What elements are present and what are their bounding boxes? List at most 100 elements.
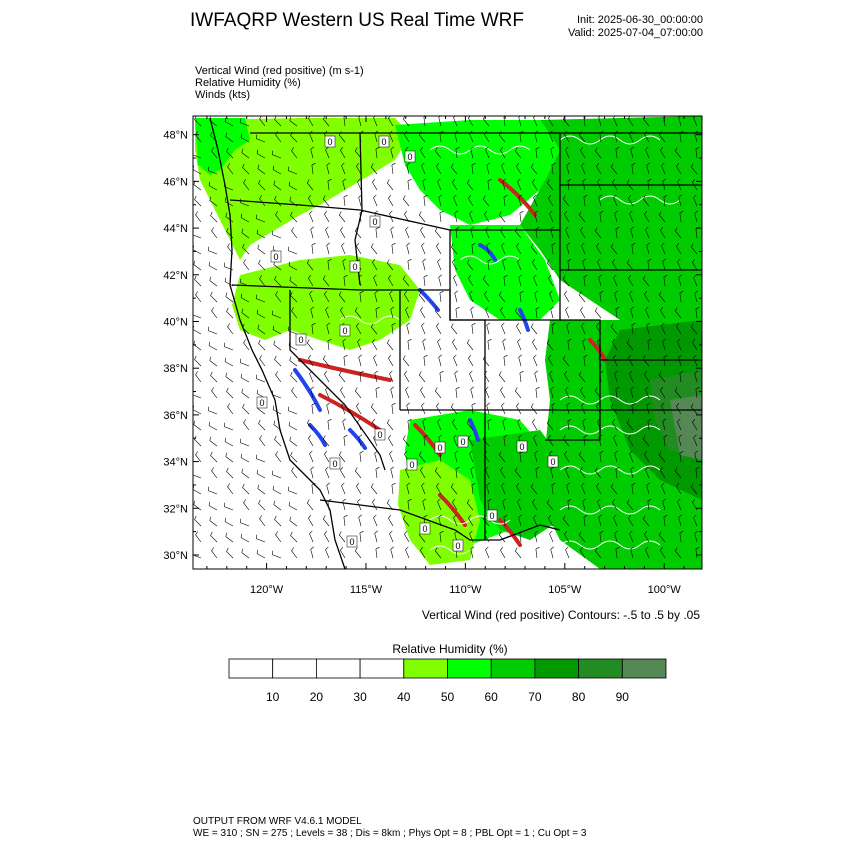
washington-oregon-border bbox=[229, 199, 361, 211]
wind-barb bbox=[227, 483, 234, 495]
wind-barb bbox=[226, 467, 234, 479]
lon-tick-label: 110°W bbox=[449, 584, 482, 596]
wind-barb bbox=[644, 130, 650, 143]
wind-barb bbox=[613, 116, 618, 127]
wind-barb bbox=[694, 210, 699, 223]
wind-barb bbox=[583, 434, 588, 447]
contour-line bbox=[559, 465, 661, 475]
wind-barb bbox=[308, 354, 314, 367]
wind-barb bbox=[340, 466, 346, 479]
wind-barb bbox=[375, 546, 380, 559]
contour-info: Vertical Wind (red positive) Contours: -… bbox=[421, 608, 700, 622]
wind-barb bbox=[227, 243, 234, 255]
wind-barb bbox=[309, 130, 314, 143]
wind-barb bbox=[455, 306, 460, 319]
wind-barb bbox=[420, 386, 426, 399]
zero-contour-label: 0 bbox=[349, 537, 354, 547]
wind-barb bbox=[693, 354, 698, 367]
wind-barb bbox=[195, 531, 202, 543]
wind-barb bbox=[514, 547, 522, 559]
wind-barb bbox=[661, 402, 666, 415]
downdraft-streak bbox=[348, 428, 367, 450]
wind-barb bbox=[405, 386, 410, 399]
wind-barb bbox=[678, 116, 682, 127]
wind-barb bbox=[535, 146, 540, 159]
wind-barb bbox=[390, 386, 395, 399]
updraft-streak bbox=[588, 338, 607, 362]
wind-barb bbox=[678, 514, 683, 527]
wind-barb bbox=[530, 323, 538, 335]
wind-barb bbox=[338, 451, 346, 463]
wind-barb bbox=[324, 370, 330, 383]
wind-barb bbox=[564, 130, 570, 143]
wind-barb bbox=[421, 322, 426, 335]
wind-barb bbox=[354, 307, 362, 319]
wind-barb bbox=[503, 354, 508, 367]
wind-barb bbox=[210, 211, 218, 223]
wind-barb bbox=[532, 338, 538, 351]
wyoming-border bbox=[449, 230, 561, 321]
wind-barb bbox=[645, 546, 650, 559]
downdraft-streak bbox=[293, 368, 322, 412]
wind-barb bbox=[610, 323, 618, 335]
wind-barb bbox=[614, 450, 619, 463]
wind-barb bbox=[532, 178, 538, 191]
wind-barb bbox=[375, 146, 380, 159]
map-axis: 30°N 32°N 34°N 36°N 38°N 40°N 42°N 44°N 46°N 48°N… bbox=[163, 116, 702, 596]
downdraft-streak bbox=[308, 423, 327, 447]
wind-barb bbox=[679, 290, 684, 303]
vertical-wind-shading bbox=[293, 178, 607, 547]
wind-barb bbox=[598, 194, 603, 207]
wind-barb bbox=[224, 262, 234, 271]
wind-barb bbox=[324, 210, 330, 223]
wind-barb bbox=[389, 530, 394, 543]
wind-barb bbox=[326, 482, 331, 495]
wind-barb bbox=[209, 196, 218, 207]
wind-barb bbox=[386, 179, 394, 191]
contour-line bbox=[559, 135, 661, 145]
zero-contour-label: 0 bbox=[381, 137, 386, 147]
wind-barb bbox=[437, 178, 442, 191]
wind-barb bbox=[194, 116, 202, 127]
wind-barb bbox=[240, 133, 250, 143]
wind-barb bbox=[485, 306, 490, 319]
wind-barb bbox=[466, 259, 474, 271]
field-label-relative-humidity: Relative Humidity (%) bbox=[195, 77, 301, 89]
wind-barb bbox=[325, 546, 330, 559]
wind-barb bbox=[418, 371, 426, 383]
wind-barb bbox=[341, 482, 346, 495]
wind-barb bbox=[487, 498, 492, 511]
wind-barb bbox=[210, 291, 218, 303]
wind-barb bbox=[471, 322, 476, 335]
wind-barb bbox=[485, 546, 490, 559]
wind-barb bbox=[402, 435, 410, 447]
wind-barb bbox=[583, 274, 588, 287]
wind-barb bbox=[194, 515, 202, 527]
wind-barb bbox=[310, 546, 315, 559]
wind-barb bbox=[614, 210, 619, 223]
wind-barb bbox=[612, 178, 618, 191]
wind-barb bbox=[679, 370, 684, 383]
footer-config: WE = 310 ; SN = 275 ; Levels = 38 ; Dis … bbox=[193, 828, 587, 839]
wind-barb bbox=[581, 402, 586, 415]
wind-barb bbox=[581, 482, 586, 495]
wind-barb bbox=[646, 242, 651, 255]
wind-barb bbox=[692, 338, 698, 351]
wind-barb bbox=[502, 338, 507, 351]
wind-barb bbox=[629, 290, 634, 303]
wind-barb bbox=[631, 242, 636, 255]
wind-barb bbox=[580, 306, 586, 319]
wind-barb bbox=[311, 162, 316, 175]
wind-barb bbox=[420, 226, 426, 239]
wind-barb bbox=[193, 420, 202, 431]
wind-barb bbox=[421, 162, 426, 175]
wind-barb bbox=[517, 178, 522, 191]
wind-barb bbox=[274, 116, 282, 127]
wind-barb bbox=[598, 116, 602, 127]
zero-contour-label: 0 bbox=[422, 524, 427, 534]
wind-barb bbox=[486, 162, 491, 175]
wind-barb bbox=[389, 370, 394, 383]
wind-barb bbox=[486, 402, 491, 415]
wind-barb bbox=[290, 451, 298, 463]
wind-barb bbox=[437, 418, 442, 431]
